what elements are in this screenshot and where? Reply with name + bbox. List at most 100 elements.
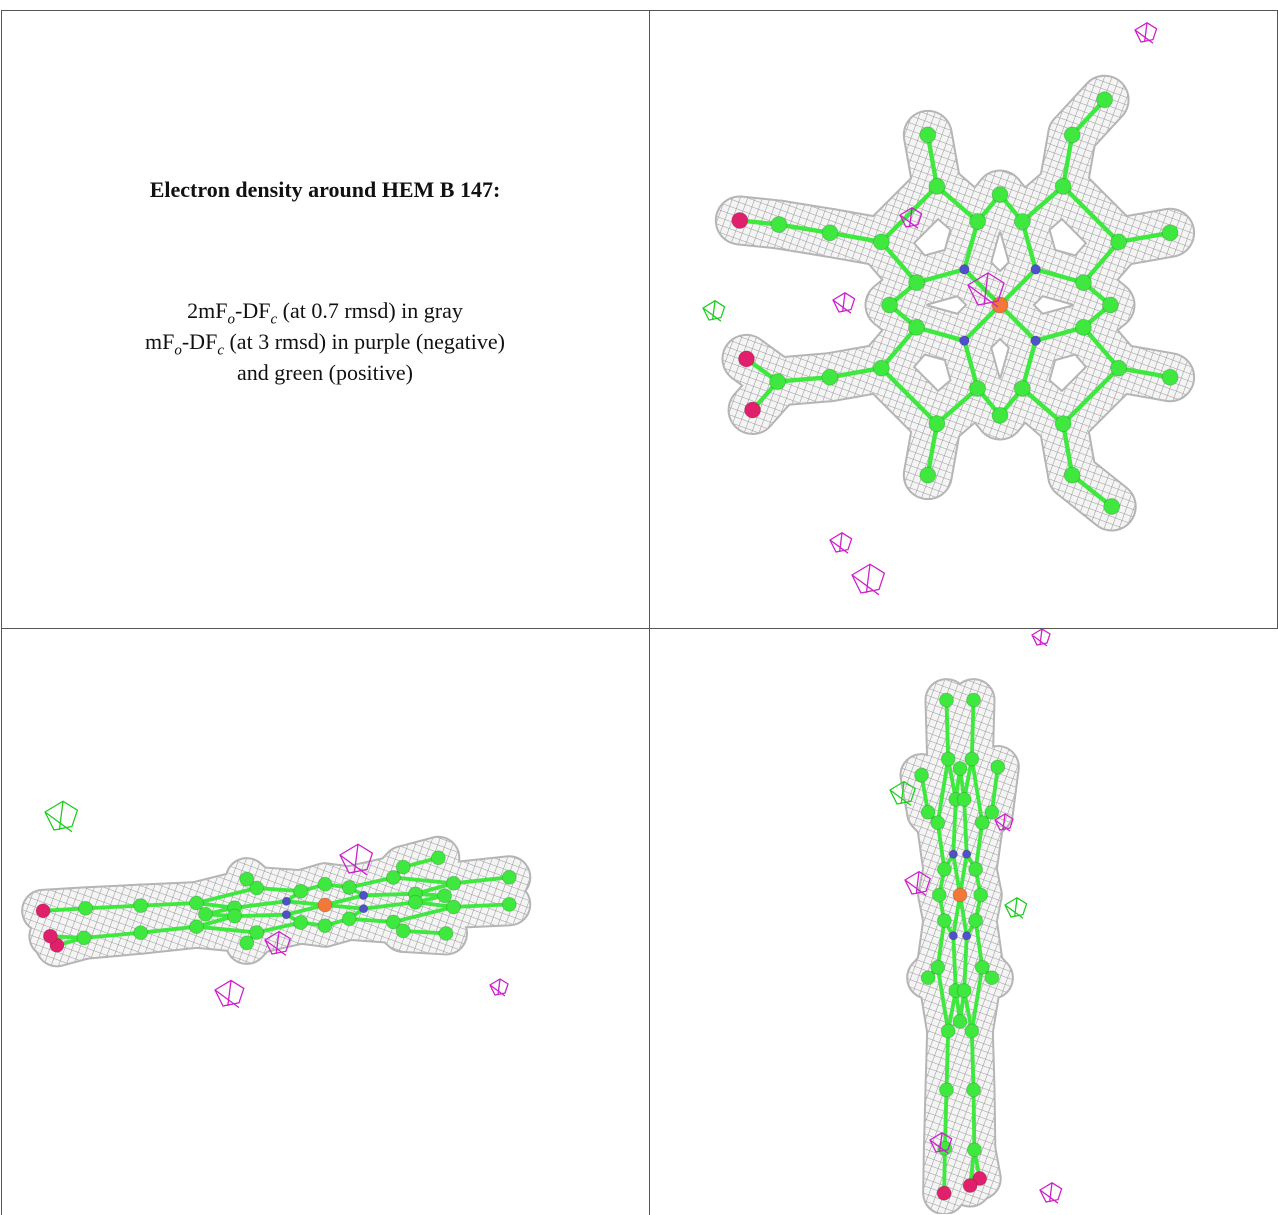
- atom: [1030, 264, 1041, 275]
- bond: [1020, 338, 1038, 391]
- bond: [934, 386, 980, 426]
- bond: [969, 757, 985, 825]
- atom: [872, 233, 890, 251]
- atom: [959, 335, 970, 346]
- atom: [1013, 213, 1031, 231]
- bond: [1081, 239, 1121, 285]
- bond: [989, 765, 1000, 815]
- atom: [317, 876, 333, 892]
- caption-title: Electron density around HEM B 147:: [149, 177, 501, 202]
- edge-view: [889, 629, 1063, 1214]
- text: 2mF: [187, 298, 228, 323]
- atom: [908, 274, 926, 292]
- bond: [1081, 325, 1121, 371]
- atom: [395, 923, 411, 939]
- atom: [197, 906, 213, 922]
- bond: [1070, 472, 1114, 509]
- bond: [973, 820, 985, 872]
- bond: [879, 239, 919, 285]
- bond: [391, 905, 456, 924]
- atom: [936, 1185, 952, 1201]
- atom: [961, 849, 972, 859]
- bond: [962, 267, 1003, 308]
- atom: [956, 983, 972, 999]
- bond: [391, 875, 456, 886]
- bond: [935, 820, 947, 872]
- bond: [827, 230, 884, 245]
- atom: [1054, 415, 1072, 433]
- atom: [964, 1023, 980, 1039]
- atom: [908, 318, 926, 336]
- difference-density: [889, 780, 916, 806]
- atom: [239, 935, 255, 951]
- bond: [925, 132, 940, 189]
- bond: [1116, 230, 1173, 245]
- atom: [744, 401, 762, 419]
- atom: [293, 915, 309, 931]
- difference-density: [851, 563, 886, 596]
- difference-density: [264, 930, 291, 956]
- atom: [133, 925, 149, 941]
- atom: [385, 869, 401, 885]
- atom: [972, 1171, 988, 1187]
- atom: [936, 913, 952, 929]
- atom: [969, 213, 987, 231]
- atom: [930, 959, 946, 975]
- atom: [501, 896, 517, 912]
- text: (at 3 rmsd) in purple (negative): [223, 329, 505, 354]
- bond: [934, 184, 980, 224]
- difference-density: [1039, 1182, 1063, 1204]
- bond: [942, 1146, 947, 1196]
- bond: [925, 421, 940, 478]
- atom: [952, 761, 968, 776]
- bond: [1020, 386, 1066, 426]
- atom: [974, 959, 990, 975]
- atom: [969, 379, 987, 397]
- caption-line: and green (positive): [237, 360, 413, 385]
- bond: [1033, 325, 1086, 343]
- bond: [347, 875, 396, 890]
- atom: [968, 913, 984, 929]
- atom: [133, 898, 149, 914]
- difference-density: [899, 207, 923, 229]
- atom: [991, 186, 1009, 204]
- bond: [347, 916, 396, 924]
- bond: [962, 797, 969, 857]
- bond: [879, 365, 940, 426]
- atom: [973, 887, 989, 903]
- atom: [1096, 91, 1114, 109]
- atom: [317, 918, 333, 934]
- bond: [41, 906, 88, 913]
- difference-density: [1004, 897, 1028, 919]
- bond: [969, 698, 976, 761]
- atom: [430, 850, 446, 866]
- text: mF: [145, 329, 175, 354]
- atom: [188, 919, 204, 935]
- atom: [239, 871, 255, 887]
- atom: [881, 296, 899, 314]
- difference-density: [994, 813, 1014, 832]
- atom: [984, 804, 1000, 820]
- bond: [361, 900, 418, 911]
- difference-density: [967, 272, 1005, 308]
- difference-density: [1134, 22, 1158, 44]
- atom: [931, 887, 947, 903]
- atom: [407, 894, 423, 910]
- bond: [879, 184, 940, 245]
- atom: [940, 751, 956, 767]
- bond: [83, 903, 143, 911]
- atom: [920, 970, 936, 986]
- atom: [501, 869, 517, 885]
- atom: [952, 887, 968, 903]
- bond: [969, 965, 985, 1033]
- atom: [1101, 296, 1119, 314]
- difference-density: [489, 978, 509, 997]
- atom: [281, 909, 292, 920]
- atom: [821, 224, 839, 242]
- bond: [969, 1029, 976, 1092]
- bond: [962, 933, 969, 993]
- atom: [42, 928, 58, 944]
- atom: [341, 879, 357, 895]
- bond: [361, 891, 418, 898]
